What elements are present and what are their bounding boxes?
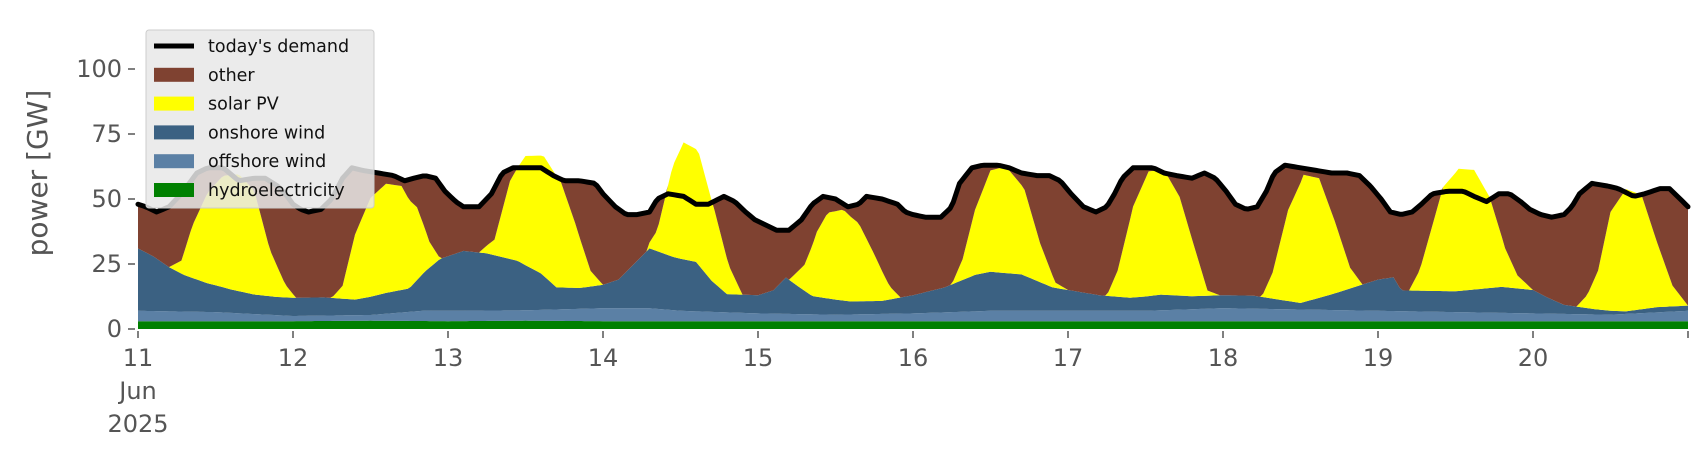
legend-swatch: [154, 183, 194, 197]
demand-line-layer: [135, 162, 1691, 233]
legend-swatch: [154, 154, 194, 169]
area-layers: [138, 142, 1688, 329]
legend-swatch: [154, 67, 194, 82]
x-tick-label: 14: [588, 344, 619, 372]
x-tick-label: 15: [743, 344, 774, 372]
area-solar-pv: [138, 142, 1688, 312]
y-axis: 0 25 50 75 100: [76, 55, 135, 343]
x-tick-label: 2025: [107, 410, 168, 438]
legend-label: offshore wind: [208, 152, 326, 172]
legend-swatch: [154, 125, 194, 140]
legend: today's demand other solar PV onshore wind o…: [145, 29, 375, 209]
x-tick-label: 13: [433, 344, 464, 372]
legend-swatch: [154, 96, 194, 111]
y-tick-label: 50: [91, 185, 122, 213]
legend-box: [145, 29, 375, 209]
x-tick-label: Jun: [117, 377, 157, 405]
x-tick-label: 12: [278, 344, 309, 372]
x-tick-label: 19: [1363, 344, 1394, 372]
y-tick-label: 100: [76, 55, 122, 83]
x-tick-label: 16: [898, 344, 929, 372]
demand-line: [135, 162, 1691, 233]
x-tick-label: 17: [1053, 344, 1084, 372]
legend-label: hydroelectricity: [208, 181, 345, 201]
area-other: [138, 142, 1688, 307]
legend-label: today's demand: [208, 37, 349, 57]
legend-label: other: [208, 66, 255, 86]
legend-label: onshore wind: [208, 123, 325, 143]
area-onshore-wind: [138, 248, 1688, 316]
x-tick-label: 20: [1518, 344, 1549, 372]
y-axis-label: power [GW]: [21, 90, 54, 257]
area-offshore-wind: [138, 308, 1688, 322]
y-tick-label: 25: [91, 250, 122, 278]
x-tick-label: 18: [1208, 344, 1239, 372]
y-tick-label: 0: [107, 315, 122, 343]
legend-label: solar PV: [208, 95, 279, 115]
x-tick-label: 11: [123, 344, 154, 372]
area-hydroelectricity: [138, 320, 1688, 329]
x-axis: 11 Jun 2025 12 13 14 15 16 17 18 19 20: [107, 331, 1689, 438]
y-tick-label: 75: [91, 120, 122, 148]
